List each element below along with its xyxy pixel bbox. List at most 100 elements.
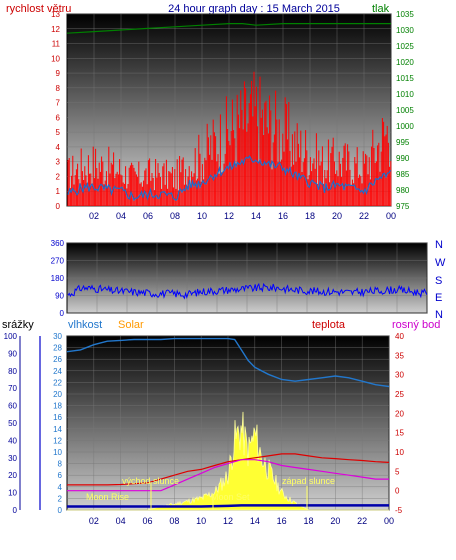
rain-tick-label: 18 bbox=[53, 402, 62, 411]
humidity-tick-label: 50 bbox=[8, 419, 17, 428]
pressure-axis-label: tlak bbox=[372, 3, 390, 15]
pressure-tick-label: 990 bbox=[396, 154, 410, 163]
temperature-axis-label: teplota bbox=[312, 319, 346, 331]
wind-tick-label: 5 bbox=[56, 128, 61, 137]
direction-tick-label: 360 bbox=[51, 239, 65, 248]
top-time-axis: 02 04 06 08 10 12 14 16 18 20 22 00 bbox=[89, 211, 396, 221]
time-tick-label: 20 bbox=[330, 516, 340, 526]
rain-tick-label: 20 bbox=[53, 390, 62, 399]
temperature-tick-label: 35 bbox=[395, 351, 404, 360]
rain-tick-label: 10 bbox=[53, 448, 62, 457]
temperature-tick-label: 5 bbox=[395, 467, 400, 476]
time-tick-label: 16 bbox=[277, 516, 287, 526]
wind-tick-label: 6 bbox=[56, 113, 61, 122]
pressure-tick-label: 1030 bbox=[396, 26, 414, 35]
temperature-tick-label: -5 bbox=[395, 506, 403, 515]
time-tick-label: 02 bbox=[89, 516, 99, 526]
pressure-tick-label: 1035 bbox=[396, 10, 414, 19]
pressure-tick-label: 980 bbox=[396, 186, 410, 195]
compass-tick-label: S bbox=[435, 275, 442, 287]
time-tick-label: 06 bbox=[142, 516, 152, 526]
pressure-tick-label: 1015 bbox=[396, 74, 414, 83]
rain-line bbox=[67, 504, 389, 508]
direction-plot-grid bbox=[67, 242, 428, 314]
humidity-tick-label: 100 bbox=[4, 332, 18, 341]
compass-tick-label: N bbox=[435, 309, 443, 321]
humidity-line bbox=[66, 337, 390, 388]
climate-plot-grid bbox=[19, 335, 390, 511]
time-tick-label: 14 bbox=[250, 516, 260, 526]
wind-direction-line bbox=[67, 282, 428, 300]
rain-tick-label: 6 bbox=[58, 471, 63, 480]
wind-tick-label: 2 bbox=[56, 172, 61, 181]
rain-tick-label: 14 bbox=[53, 425, 62, 434]
pressure-tick-label: 1025 bbox=[396, 42, 414, 51]
compass-tick-label: E bbox=[435, 292, 442, 304]
rain-tick-label: 0 bbox=[58, 506, 63, 515]
wind-tick-label: 13 bbox=[51, 10, 60, 19]
time-tick-label: 22 bbox=[357, 516, 367, 526]
humidity-tick-label: 20 bbox=[8, 471, 17, 480]
bottom-time-axis: 02 04 06 08 10 12 14 16 18 20 22 00 bbox=[89, 516, 394, 526]
pressure-tick-label: 995 bbox=[396, 138, 410, 147]
rain-tick-label: 2 bbox=[58, 494, 63, 503]
humidity-tick-label: 60 bbox=[8, 402, 17, 411]
time-tick-label: 12 bbox=[223, 516, 233, 526]
time-tick-label: 22 bbox=[359, 211, 369, 221]
time-tick-label: 08 bbox=[169, 516, 179, 526]
temperature-tick-label: 20 bbox=[395, 409, 404, 418]
pressure-tick-label: 1020 bbox=[396, 58, 414, 67]
pressure-line bbox=[66, 23, 391, 34]
temperature-axis-ticks: -5 0 5 10 15 20 25 30 35 40 bbox=[395, 332, 404, 515]
direction-tick-label: 90 bbox=[55, 292, 64, 301]
sunset-annotation: západ slunce bbox=[282, 476, 335, 486]
rain-tick-label: 28 bbox=[53, 344, 62, 353]
humidity-tick-label: 10 bbox=[8, 489, 17, 498]
solar-axis-label: Solar bbox=[118, 319, 144, 331]
temperature-tick-label: 25 bbox=[395, 390, 404, 399]
rain-tick-label: 30 bbox=[53, 332, 62, 341]
humidity-tick-label: 80 bbox=[8, 367, 17, 376]
time-tick-label: 08 bbox=[170, 211, 180, 221]
direction-tick-label: 180 bbox=[51, 274, 65, 283]
pressure-tick-label: 985 bbox=[396, 170, 410, 179]
compass-tick-label: N bbox=[435, 239, 443, 251]
humidity-tick-label: 0 bbox=[13, 506, 18, 515]
direction-degree-ticks: 0 90 180 270 360 bbox=[51, 239, 65, 318]
time-tick-label: 12 bbox=[224, 211, 234, 221]
dewpoint-line bbox=[67, 459, 389, 492]
pressure-tick-label: 1005 bbox=[396, 106, 414, 115]
time-tick-label: 02 bbox=[89, 211, 99, 221]
rain-axis-label: srážky bbox=[2, 319, 34, 331]
time-tick-label: 14 bbox=[251, 211, 261, 221]
temperature-tick-label: 15 bbox=[395, 429, 404, 438]
time-tick-label: 10 bbox=[196, 516, 206, 526]
wind-tick-label: 1 bbox=[56, 187, 61, 196]
pressure-tick-label: 975 bbox=[396, 202, 410, 211]
rain-tick-label: 8 bbox=[58, 460, 63, 469]
rain-tick-label: 12 bbox=[53, 436, 62, 445]
pressure-axis-ticks: 975 980 985 990 995 1000 1005 1010 1015 1020 1025 1… bbox=[396, 10, 414, 211]
rain-tick-label: 4 bbox=[58, 483, 63, 492]
sunrise-annotation: východ slunce bbox=[122, 476, 179, 486]
wind-gust-bars bbox=[67, 71, 392, 206]
wind-speed-line bbox=[67, 155, 392, 202]
time-tick-label: 04 bbox=[116, 516, 126, 526]
rain-tick-label: 16 bbox=[53, 413, 62, 422]
wind-tick-label: 8 bbox=[56, 84, 61, 93]
temperature-line bbox=[67, 453, 390, 486]
time-tick-label: 00 bbox=[386, 211, 396, 221]
chart-title: 24 hour graph day : 15 March 2015 bbox=[168, 3, 340, 15]
solar-area bbox=[67, 411, 389, 511]
humidity-axis-label: vlhkost bbox=[68, 319, 102, 331]
time-tick-label: 16 bbox=[278, 211, 288, 221]
pressure-tick-label: 1000 bbox=[396, 122, 414, 131]
moonrise-annotation: Moon Rise bbox=[86, 492, 129, 502]
humidity-tick-label: 40 bbox=[8, 436, 17, 445]
humidity-tick-label: 30 bbox=[8, 454, 17, 463]
temperature-tick-label: 10 bbox=[395, 448, 404, 457]
